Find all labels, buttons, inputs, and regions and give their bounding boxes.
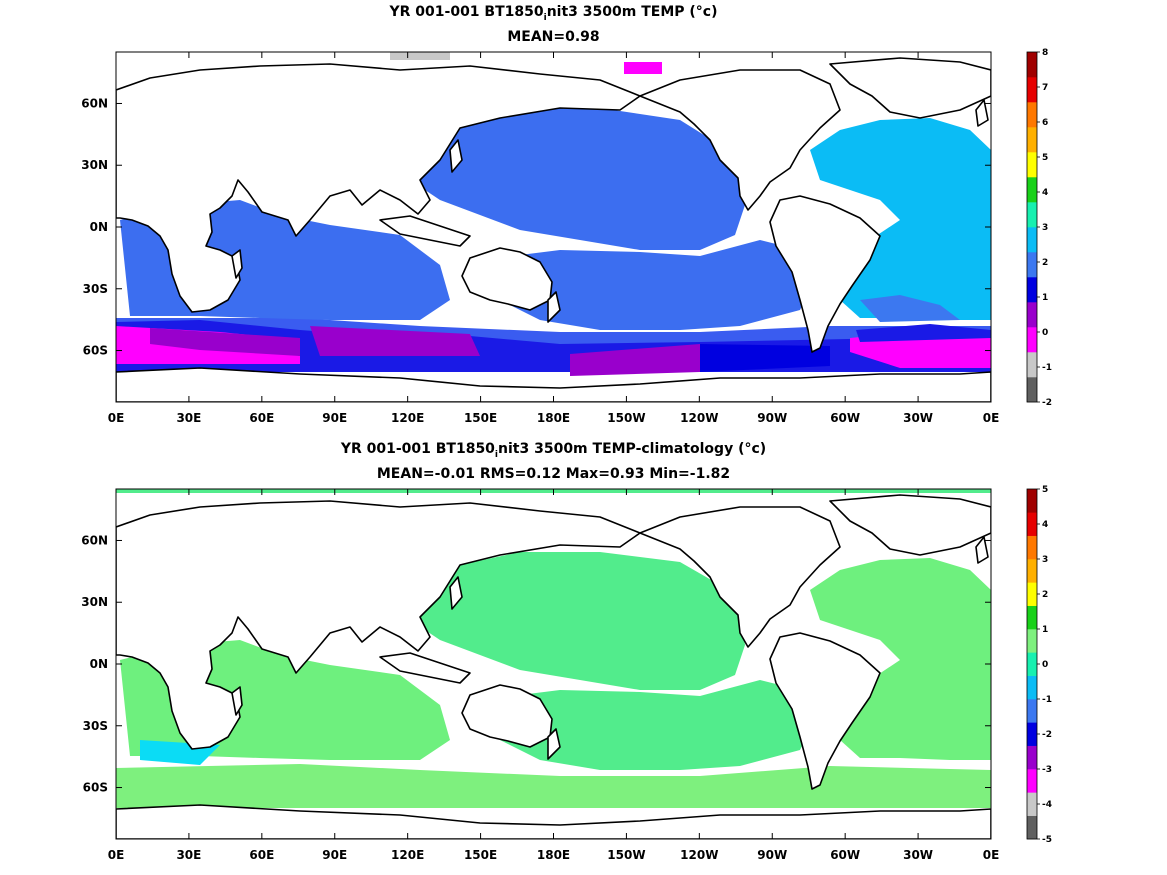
colorbar-swatch	[1027, 152, 1037, 178]
colorbar-swatch	[1027, 699, 1037, 723]
colorbar-label: -3	[1042, 765, 1052, 775]
colorbar-label: 1	[1042, 293, 1048, 303]
x-tick-label: 30E	[176, 411, 201, 425]
colorbar-label: 2	[1042, 590, 1048, 600]
colorbar-swatch	[1027, 815, 1037, 840]
y-tick-label: 60N	[81, 96, 108, 110]
map1-subtitle: MEAN=0.98	[507, 29, 600, 45]
colorbar-label: 2	[1042, 258, 1048, 268]
x-tick-label: 60W	[830, 411, 860, 425]
colorbar-swatch	[1027, 722, 1037, 746]
colorbar-swatch	[1027, 535, 1037, 560]
colorbar-label: -2	[1042, 730, 1052, 740]
map2-axes: 0E 30E 60E 90E 120E 150E 180E 150W 120W 90W 60W 30W…	[81, 489, 999, 862]
colorbar-swatch	[1027, 102, 1037, 128]
colorbar-swatch	[1027, 629, 1037, 653]
colorbar-swatch	[1027, 512, 1037, 536]
map1-field	[116, 52, 991, 402]
colorbar-swatch	[1027, 277, 1037, 303]
colorbar-label: 1	[1042, 625, 1048, 635]
colorbar-swatch	[1027, 377, 1037, 403]
colorbar-swatch	[1027, 177, 1037, 203]
colorbar-label: 4	[1042, 188, 1048, 198]
map1-colorbar: -2 -1 0 1 2 3 4 5 6 7 8	[1026, 48, 1052, 408]
map2-colorbar: -5 -4 -3 -2 -1 0 1 2 3 4 5	[1026, 485, 1052, 845]
x-tick-label: 150E	[464, 411, 497, 425]
colorbar-swatch	[1027, 745, 1037, 770]
y-tick-label: 30N	[81, 158, 108, 172]
colorbar-swatch	[1027, 792, 1037, 816]
x-tick-label: 0E	[983, 411, 1000, 425]
x-tick-label: 30W	[903, 411, 933, 425]
colorbar-swatch	[1027, 652, 1037, 676]
y-tick-label: 30S	[83, 719, 108, 733]
colorbar-swatch	[1027, 605, 1037, 630]
map2-subtitle: MEAN=-0.01 RMS=0.12 Max=0.93 Min=-1.82	[376, 466, 731, 482]
x-tick-label: 0E	[983, 848, 1000, 862]
y-tick-label: 60N	[81, 533, 108, 547]
colorbar-swatch	[1027, 77, 1037, 103]
x-tick-label: 60E	[249, 411, 274, 425]
colorbar-label: 5	[1042, 485, 1048, 495]
colorbar-swatch	[1027, 327, 1037, 353]
x-tick-label: 150W	[607, 411, 645, 425]
y-tick-label: 30S	[83, 282, 108, 296]
x-tick-label: 0E	[108, 848, 125, 862]
x-tick-label: 150W	[607, 848, 645, 862]
colorbar-label: -5	[1042, 835, 1052, 845]
y-tick-label: 60S	[83, 344, 108, 358]
x-tick-label: 180E	[537, 411, 570, 425]
map1-axes: 0E 30E 60E 90E 120E 150E 180E 150W 120W 90W 60W 30W…	[81, 52, 999, 425]
x-tick-label: 0E	[108, 411, 125, 425]
colorbar-label: 4	[1042, 520, 1048, 530]
y-tick-label: 0N	[90, 220, 108, 234]
colorbar-label: 5	[1042, 153, 1048, 163]
colorbar-label: -1	[1042, 695, 1052, 705]
map2-field	[116, 489, 991, 839]
map2-title: YR 001-001 BT1850init3 3500m TEMP-climat…	[340, 441, 767, 460]
x-tick-label: 30E	[176, 848, 201, 862]
colorbar-swatch	[1027, 582, 1037, 606]
x-tick-label: 90E	[322, 848, 347, 862]
x-tick-label: 120E	[391, 411, 424, 425]
x-tick-label: 120W	[680, 848, 718, 862]
x-tick-label: 30W	[903, 848, 933, 862]
x-tick-label: 120W	[680, 411, 718, 425]
colorbar-swatch	[1027, 52, 1037, 78]
x-tick-label: 90E	[322, 411, 347, 425]
colorbar-swatch	[1027, 202, 1037, 228]
colorbar-label: 8	[1042, 48, 1048, 58]
colorbar-label: 6	[1042, 118, 1048, 128]
y-tick-label: 60S	[83, 781, 108, 795]
colorbar-swatch	[1027, 489, 1037, 513]
x-tick-label: 60E	[249, 848, 274, 862]
colorbar-label: 0	[1042, 328, 1048, 338]
y-tick-label: 0N	[90, 657, 108, 671]
colorbar-label: 3	[1042, 223, 1048, 233]
colorbar-label: -4	[1042, 800, 1052, 810]
x-tick-label: 120E	[391, 848, 424, 862]
colorbar-swatch	[1027, 559, 1037, 583]
colorbar-swatch	[1027, 252, 1037, 278]
colorbar-swatch	[1027, 227, 1037, 253]
colorbar-swatch	[1027, 352, 1037, 378]
x-tick-label: 60W	[830, 848, 860, 862]
map1-title: YR 001-001 BT1850init3 3500m TEMP (°c)	[389, 4, 718, 23]
colorbar-label: -1	[1042, 363, 1052, 373]
x-tick-label: 180E	[537, 848, 570, 862]
colorbar-swatch	[1027, 127, 1037, 153]
colorbar-label: 0	[1042, 660, 1048, 670]
colorbar-label: -2	[1042, 398, 1052, 408]
colorbar-label: 7	[1042, 83, 1048, 93]
x-tick-label: 90W	[757, 848, 787, 862]
colorbar-label: 3	[1042, 555, 1048, 565]
colorbar-swatch	[1027, 302, 1037, 328]
colorbar-swatch	[1027, 675, 1037, 700]
y-tick-label: 30N	[81, 595, 108, 609]
x-tick-label: 150E	[464, 848, 497, 862]
x-tick-label: 90W	[757, 411, 787, 425]
colorbar-swatch	[1027, 769, 1037, 793]
